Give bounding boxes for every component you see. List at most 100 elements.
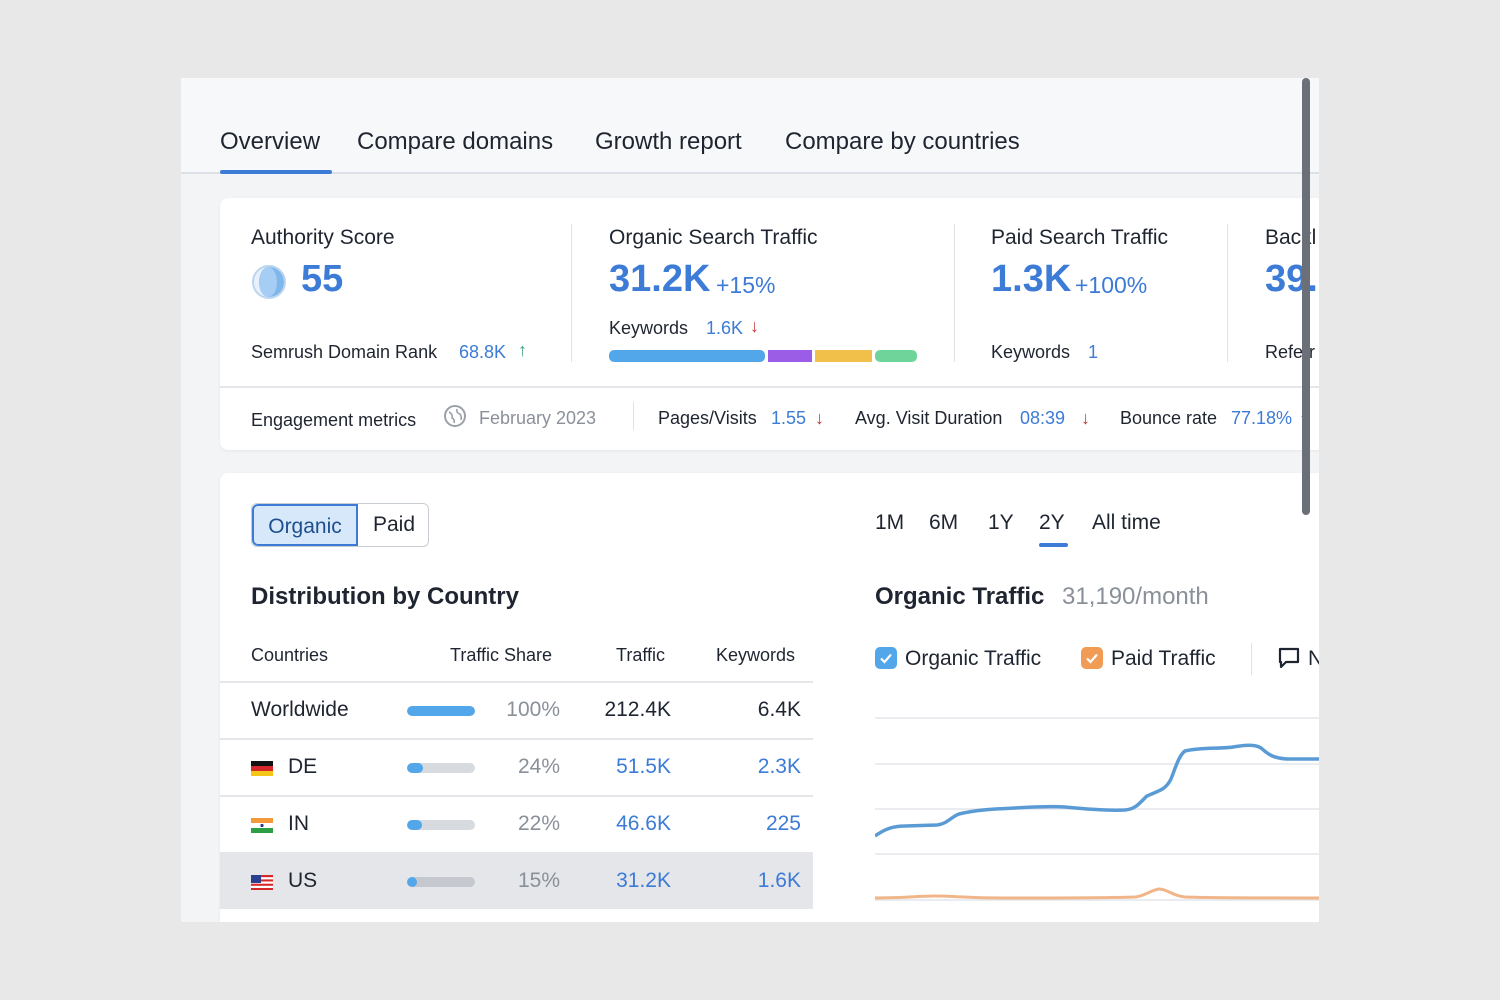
paid-keywords-label: Keywords: [991, 342, 1071, 362]
country-name[interactable]: US: [288, 869, 318, 892]
authority-score-block: Authority Score 55 Semrush Domain Rank 6…: [251, 226, 571, 376]
divider: [954, 224, 955, 362]
checkbox-checked-icon[interactable]: [1081, 647, 1103, 669]
organic-traffic-label: Organic Search Traffic: [609, 226, 818, 249]
traffic-share-value: 100%: [506, 698, 560, 721]
time-range-all-time[interactable]: All time: [1092, 511, 1161, 534]
traffic-value[interactable]: 46.6K: [616, 812, 671, 835]
organic-traffic-block: Organic Search Traffic 31.2K +15% Keywor…: [609, 226, 949, 376]
paid-traffic-delta: +100%: [1075, 272, 1148, 298]
tab-overview[interactable]: Overview: [220, 128, 321, 155]
comment-icon: [1278, 647, 1300, 675]
traffic-share-value: 15%: [517, 869, 560, 892]
divider: [1251, 643, 1252, 675]
engagement-label: Engagement metrics: [251, 410, 417, 430]
engagement-metrics-row: Engagement metrics February 2023 Pages/V…: [220, 386, 1319, 450]
table-row[interactable]: Worldwide 100% 212.4K 6.4K: [220, 681, 813, 738]
organic-traffic-chart-title: Organic Traffic: [875, 583, 1045, 610]
arrow-up-icon: ↑: [518, 340, 527, 360]
pages-visits-value: 1.55: [771, 408, 807, 428]
tab-compare-domains[interactable]: Compare domains: [357, 128, 554, 155]
keyword-bar-segment-4: [875, 350, 917, 362]
keywords-value[interactable]: 225: [765, 812, 801, 835]
keywords-value[interactable]: 2.3K: [757, 755, 801, 778]
time-range-1m[interactable]: 1M: [875, 511, 905, 534]
paid-keywords-value[interactable]: 1: [1088, 342, 1099, 362]
time-range-indicator: [1039, 543, 1068, 547]
active-tab-indicator: [220, 170, 332, 174]
organic-traffic-value[interactable]: 31.2K: [609, 258, 711, 300]
traffic-value: 212.4K: [604, 698, 671, 721]
tab-compare-by-countries[interactable]: Compare by countries: [785, 128, 1020, 155]
traffic-value[interactable]: 51.5K: [616, 755, 671, 778]
bounce-rate-value: 77.18%: [1231, 408, 1293, 428]
organic-traffic-chart: [875, 717, 1319, 901]
arrow-down-icon: ↓: [815, 408, 824, 428]
legend-paid-traffic[interactable]: Paid Traffic: [1081, 647, 1216, 671]
table-row[interactable]: DE 24% 51.5K 2.3K: [220, 738, 813, 795]
paid-toggle-button[interactable]: Paid: [372, 513, 416, 536]
traffic-share-fill: [407, 877, 418, 887]
paid-traffic-block: Paid Search Traffic 1.3K +100% Keywords …: [991, 226, 1221, 376]
table-row[interactable]: US 15% 31.2K 1.6K: [220, 852, 813, 909]
flag-de-icon: [251, 761, 273, 776]
visit-duration-value: 08:39: [1020, 408, 1066, 428]
paid-traffic-line: [875, 887, 1319, 900]
organic-traffic-chart-value: 31,190/month: [1062, 583, 1209, 610]
backlinks-label: Backl: [1265, 226, 1317, 249]
traffic-share-bar: [407, 763, 475, 773]
legend-notes[interactable]: N: [1278, 647, 1319, 675]
organic-toggle-button[interactable]: Organic: [252, 504, 358, 546]
organic-traffic-delta: +15%: [716, 272, 776, 298]
distribution-card: Organic Paid Distribution by Country Cou…: [220, 473, 1319, 922]
flag-in-icon: [251, 818, 273, 833]
divider: [571, 224, 572, 362]
keyword-bar-segment-3: [815, 350, 872, 362]
divider: [633, 402, 634, 430]
col-header-traffic-share[interactable]: Traffic Share: [450, 645, 553, 665]
legend-organic-label: Organic Traffic: [905, 647, 1042, 670]
scrollbar-thumb[interactable]: [1302, 78, 1310, 515]
legend-organic-traffic[interactable]: Organic Traffic: [875, 647, 1041, 671]
paid-traffic-label: Paid Search Traffic: [991, 226, 1169, 249]
keywords-value: 6.4K: [757, 698, 801, 721]
country-name[interactable]: DE: [288, 755, 318, 778]
table-row[interactable]: IN 22% 46.6K 225: [220, 795, 813, 852]
paid-traffic-value[interactable]: 1.3K: [991, 258, 1072, 300]
time-range-6m[interactable]: 6M: [929, 511, 959, 534]
traffic-share-fill: [407, 820, 422, 830]
checkbox-checked-icon[interactable]: [875, 647, 897, 669]
keywords-value[interactable]: 1.6K: [757, 869, 801, 892]
col-header-keywords[interactable]: Keywords: [716, 645, 796, 665]
organic-keywords-value[interactable]: 1.6K: [706, 318, 744, 338]
traffic-share-value: 24%: [517, 755, 560, 778]
country-name[interactable]: IN: [288, 812, 309, 835]
organic-traffic-line: [875, 743, 1319, 838]
authority-score-value: 55: [301, 258, 344, 300]
domain-rank-label: Semrush Domain Rank: [251, 342, 438, 362]
traffic-share-fill: [407, 763, 424, 773]
app-frame: Overview Compare domains Growth report C…: [181, 78, 1319, 922]
metrics-card: Authority Score 55 Semrush Domain Rank 6…: [220, 198, 1319, 450]
legend-paid-label: Paid Traffic: [1111, 647, 1216, 670]
col-header-traffic[interactable]: Traffic: [616, 645, 666, 665]
arrow-down-icon: ↓: [750, 316, 759, 336]
traffic-share-bar: [407, 706, 475, 716]
traffic-share-fill: [407, 706, 475, 716]
organic-paid-toggle: Organic Paid: [251, 503, 429, 547]
time-range-2y[interactable]: 2Y: [1039, 511, 1065, 534]
visit-duration-label: Avg. Visit Duration: [855, 408, 1003, 428]
authority-gauge-icon: [251, 264, 287, 305]
domain-rank-value[interactable]: 68.8K: [459, 342, 507, 362]
tab-growth-report[interactable]: Growth report: [595, 128, 742, 155]
backlinks-block: Backl 39. Referr: [1265, 226, 1319, 376]
legend-notes-label: N: [1308, 647, 1319, 670]
header-bar: [181, 78, 1319, 174]
engagement-date[interactable]: February 2023: [479, 408, 597, 428]
authority-score-label: Authority Score: [251, 226, 395, 249]
traffic-value[interactable]: 31.2K: [616, 869, 671, 892]
col-header-countries[interactable]: Countries: [251, 645, 329, 665]
traffic-share-bar: [407, 877, 475, 887]
country-name[interactable]: Worldwide: [251, 698, 349, 721]
time-range-1y[interactable]: 1Y: [988, 511, 1014, 534]
